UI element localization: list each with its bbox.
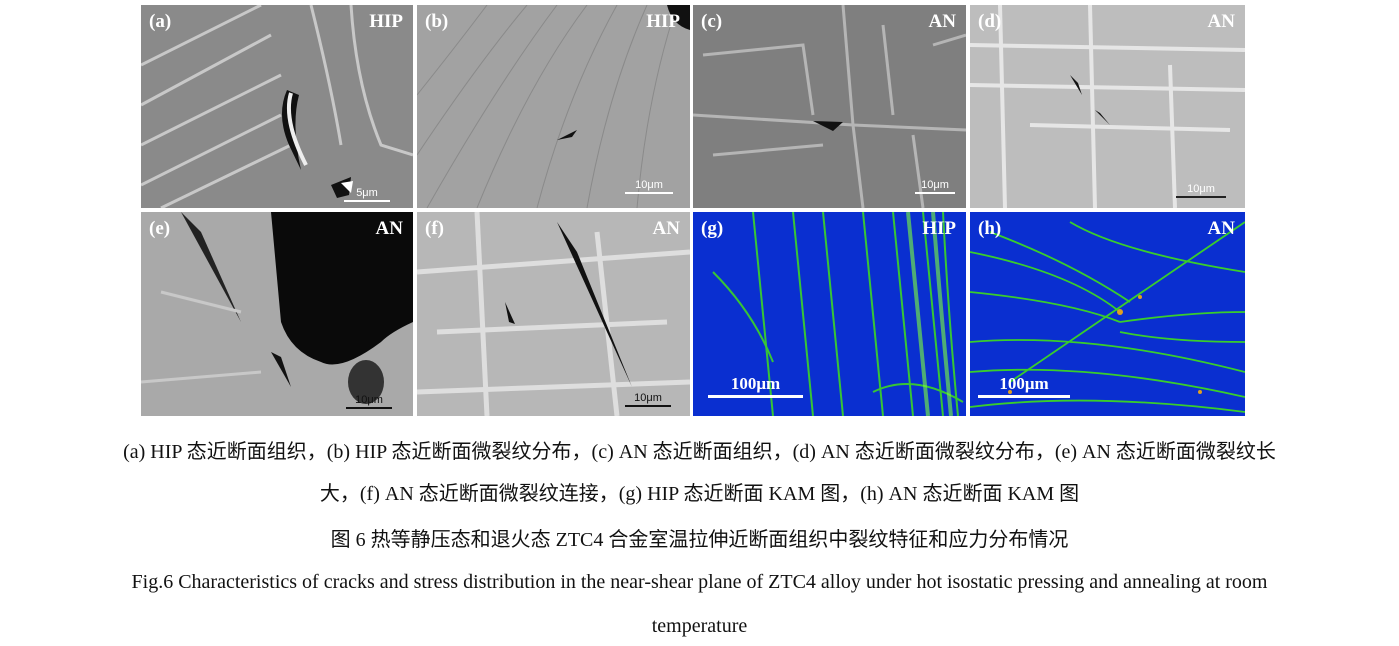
panel-h: (h) AN 100μm [970,212,1245,416]
condition-tag: AN [928,11,956,32]
kam-map-g [693,212,966,416]
figure-title-cn: 图 6 热等静压态和退火态 ZTC4 合金室温拉伸近断面组织中裂纹特征和应力分布… [330,529,1069,551]
panel-g: (g) HIP 100μm [693,212,966,416]
panel-label: (d) [978,11,1002,32]
condition-tag: HIP [922,218,956,239]
sem-image-b [417,5,690,208]
scale-bar: 10μm [625,392,671,407]
scale-bar: 10μm [1176,183,1226,198]
panel-d: (d) AN 10μm [970,5,1245,208]
condition-tag: AN [375,218,403,239]
sem-image-a [141,5,413,208]
sem-image-e [141,212,413,416]
scale-bar: 100μm [978,374,1070,398]
panel-label: (e) [149,218,171,239]
condition-tag: AN [652,218,680,239]
panel-label: (a) [149,11,172,32]
scale-bar: 10μm [346,394,392,409]
condition-tag: HIP [646,11,680,32]
sem-image-d [970,5,1245,208]
figure-title-en-cont: temperature [651,615,748,637]
panel-c: (c) AN 10μm [693,5,966,208]
scale-bar: 10μm [915,179,955,194]
scale-bar: 5μm [344,187,390,202]
condition-tag: AN [1207,218,1235,239]
panel-b: (b) HIP 10μm [417,5,690,208]
sem-image-c [693,5,966,208]
caption-line-2: 大，(f) AN 态近断面微裂纹连接，(g) HIP 态近断面 KAM 图，(h… [319,483,1080,505]
figure-title-en: Fig.6 Characteristics of cracks and stre… [131,571,1268,593]
scale-bar: 100μm [708,374,803,398]
panel-label: (g) [701,218,724,239]
condition-tag: AN [1207,11,1235,32]
panel-e: (e) AN 10μm [141,212,413,416]
panel-label: (c) [701,11,723,32]
sem-image-f [417,212,690,416]
scale-bar: 10μm [625,179,673,194]
panel-a: (a) HIP 5μm [141,5,413,208]
kam-map-h [970,212,1245,416]
panel-label: (f) [425,218,444,239]
panel-label: (b) [425,11,449,32]
condition-tag: HIP [369,11,403,32]
panel-label: (h) [978,218,1002,239]
caption-line-1: (a) HIP 态近断面组织，(b) HIP 态近断面微裂纹分布，(c) AN … [123,441,1276,463]
panel-f: (f) AN 10μm [417,212,690,416]
